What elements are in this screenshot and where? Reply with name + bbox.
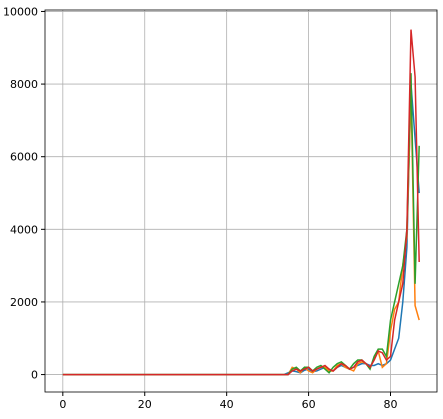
data-line	[62, 91, 420, 376]
x-tick-label: 40	[220, 398, 234, 411]
y-tick-label: 0	[31, 369, 38, 382]
x-tick-label: 80	[384, 398, 398, 411]
y-tick-label: 8000	[10, 78, 38, 91]
y-tick-label: 10000	[3, 5, 38, 18]
data-line	[62, 29, 420, 376]
y-tick-label: 2000	[10, 296, 38, 309]
plot-frame	[44, 9, 438, 393]
y-tick-label: 6000	[10, 151, 38, 164]
x-tick-label: 0	[59, 398, 66, 411]
x-tick-label: 20	[138, 398, 152, 411]
data-line	[62, 73, 420, 376]
y-tick-label: 4000	[10, 223, 38, 236]
x-tick-label: 60	[302, 398, 316, 411]
